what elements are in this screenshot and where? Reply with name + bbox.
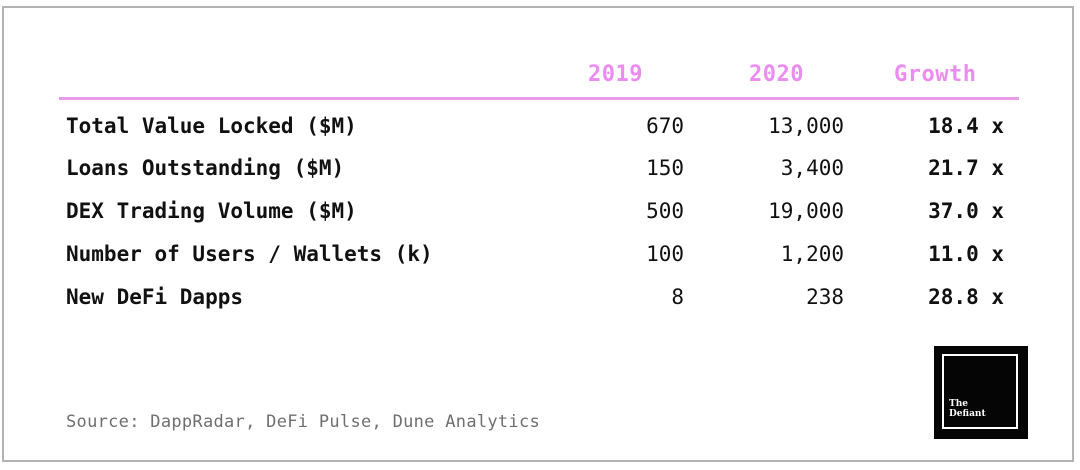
growth-value: 11.0 x [928, 242, 1004, 266]
table-row: New DeFi Dapps 8 238 28.8 x [4, 279, 1072, 315]
logo-wordmark: The Defiant [949, 399, 986, 419]
value-2019: 150 [646, 156, 684, 180]
growth-value: 28.8 x [928, 285, 1004, 309]
growth-value: 37.0 x [928, 199, 1004, 223]
logo-line-the: The [949, 399, 968, 409]
value-2020: 238 [806, 285, 844, 309]
table-row: Total Value Locked ($M) 670 13,000 18.4 … [4, 108, 1072, 144]
growth-value: 21.7 x [928, 156, 1004, 180]
row-label: Total Value Locked ($M) [66, 114, 357, 138]
growth-value: 18.4 x [928, 114, 1004, 138]
column-header-2019: 2019 [588, 62, 643, 87]
column-header-growth: Growth [894, 62, 977, 87]
logo-frame: The Defiant [942, 354, 1018, 429]
value-2019: 500 [646, 199, 684, 223]
value-2019: 8 [671, 285, 684, 309]
row-label: Loans Outstanding ($M) [66, 156, 345, 180]
table-card: 2019 2020 Growth Total Value Locked ($M)… [2, 6, 1074, 462]
source-note: Source: DappRadar, DeFi Pulse, Dune Anal… [66, 412, 541, 432]
the-defiant-logo: The Defiant [934, 346, 1028, 439]
column-header-2020: 2020 [749, 62, 804, 87]
table-row: DEX Trading Volume ($M) 500 19,000 37.0 … [4, 193, 1072, 229]
value-2020: 1,200 [780, 242, 844, 266]
value-2020: 13,000 [768, 114, 844, 138]
header-divider [59, 97, 1019, 100]
table-row: Number of Users / Wallets (k) 100 1,200 … [4, 236, 1072, 272]
row-label: Number of Users / Wallets (k) [66, 242, 433, 266]
value-2019: 100 [646, 242, 684, 266]
row-label: DEX Trading Volume ($M) [66, 199, 357, 223]
row-label: New DeFi Dapps [66, 285, 244, 309]
logo-line-defiant: Defiant [949, 409, 986, 419]
value-2019: 670 [646, 114, 684, 138]
table-header: 2019 2020 Growth [4, 62, 1072, 96]
value-2020: 19,000 [768, 199, 844, 223]
table-row: Loans Outstanding ($M) 150 3,400 21.7 x [4, 150, 1072, 186]
value-2020: 3,400 [780, 156, 844, 180]
